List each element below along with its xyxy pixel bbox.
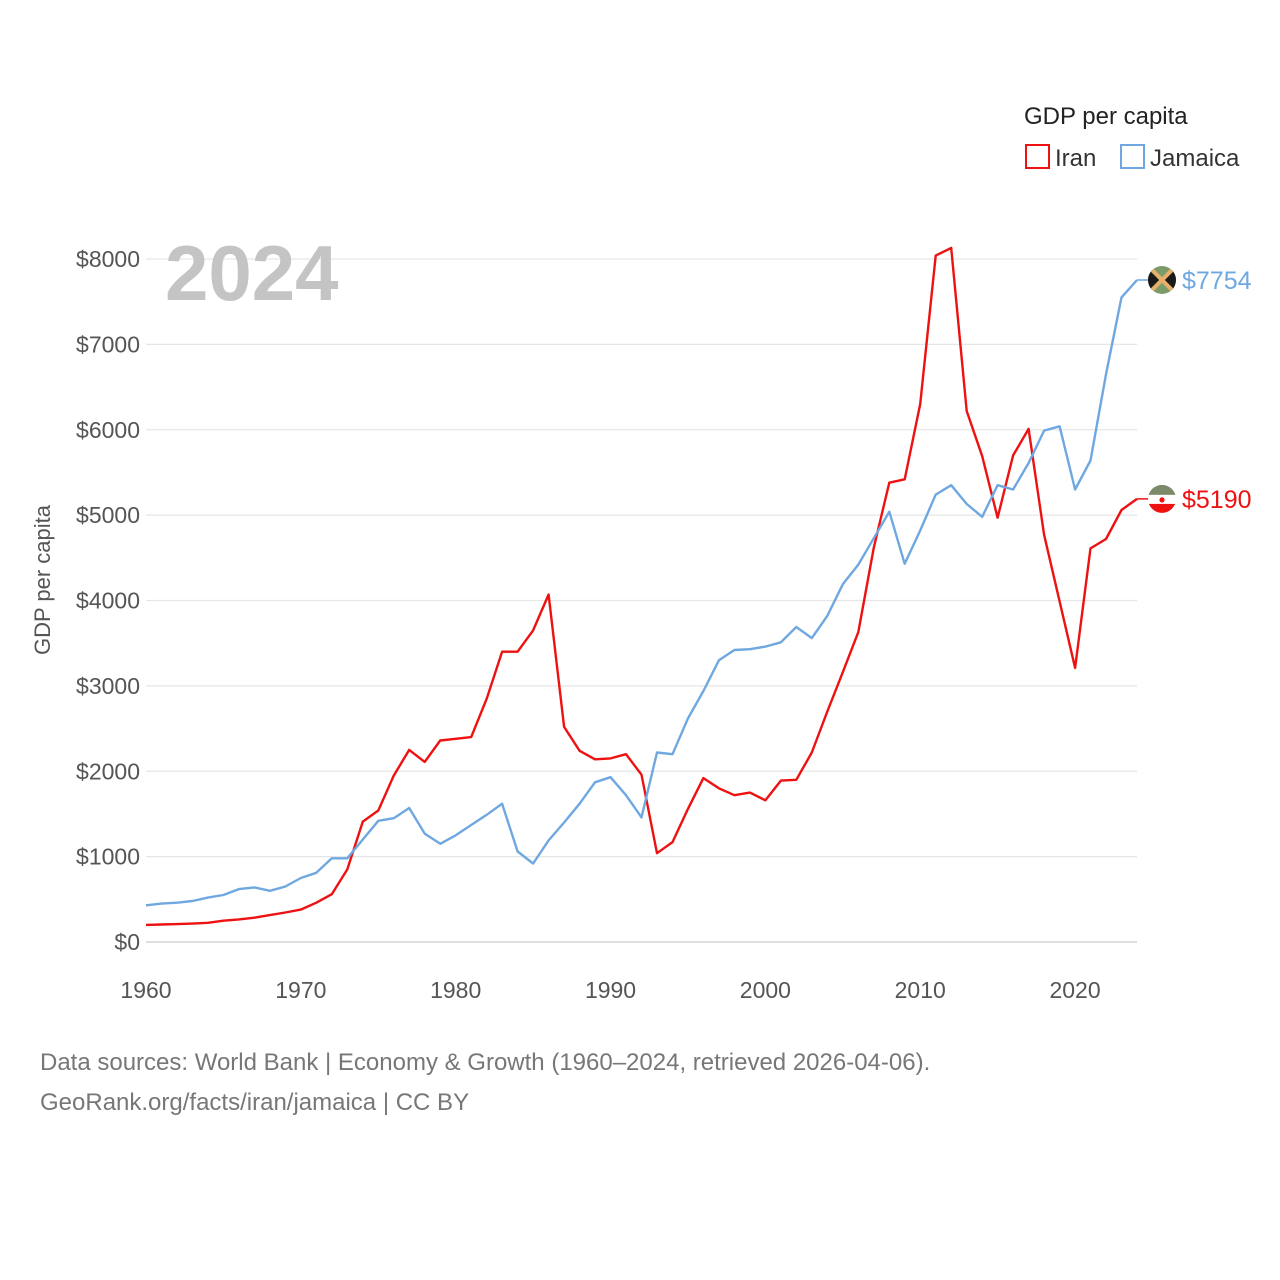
series-line-jamaica [145, 279, 1138, 907]
y-tick-label: $2000 [76, 758, 140, 784]
y-tick-label: $8000 [76, 246, 140, 272]
x-tick-label: 1990 [585, 977, 636, 1003]
y-tick-label: $5000 [76, 502, 140, 528]
y-axis-title: GDP per capita [30, 504, 55, 655]
footer: Data sources: World Bank | Economy & Gro… [40, 1043, 930, 1123]
x-tick-label: 2000 [740, 977, 791, 1003]
x-tick-label: 1970 [275, 977, 326, 1003]
y-tick-label: $3000 [76, 673, 140, 699]
series-lines [145, 246, 1138, 927]
legend-label-jamaica: Jamaica [1150, 145, 1240, 172]
y-tick-label: $6000 [76, 417, 140, 443]
x-tick-label: 2010 [895, 977, 946, 1003]
y-tick-label: $0 [114, 929, 140, 955]
legend-swatch-jamaica [1120, 144, 1145, 169]
legend-swatch-iran [1025, 144, 1050, 169]
y-axis-ticks: $0 $1000 $2000 $3000 $4000 $5000 $6000 $7000 $80… [76, 246, 140, 955]
source-url-text: GeoRank.org/facts/iran/jamaica | CC BY [40, 1089, 470, 1116]
series-line-iran [145, 246, 1138, 927]
gridlines [146, 258, 1137, 943]
legend-label-iran: Iran [1055, 145, 1096, 172]
jamaica-flag-icon [1148, 266, 1176, 295]
y-tick-label: $7000 [76, 331, 140, 357]
y-tick-label: $4000 [76, 588, 140, 614]
x-tick-label: 1980 [430, 977, 481, 1003]
series-end-labels: $5190 $7754 [1137, 266, 1252, 514]
x-tick-label: 2020 [1049, 977, 1100, 1003]
x-axis-ticks: 1960 1970 1980 1990 2000 2010 2020 [120, 977, 1100, 1003]
legend-title: GDP per capita [1024, 103, 1188, 130]
year-display: 2024 [165, 229, 339, 317]
iran-flag-icon [1148, 484, 1176, 513]
end-value-label-iran: $5190 [1182, 486, 1252, 514]
legend: GDP per capita Iran Jamaica [1024, 103, 1240, 172]
end-value-label-jamaica: $7754 [1182, 267, 1252, 295]
x-tick-label: 1960 [120, 977, 171, 1003]
y-tick-label: $1000 [76, 844, 140, 870]
data-sources-text: Data sources: World Bank | Economy & Gro… [40, 1049, 931, 1076]
